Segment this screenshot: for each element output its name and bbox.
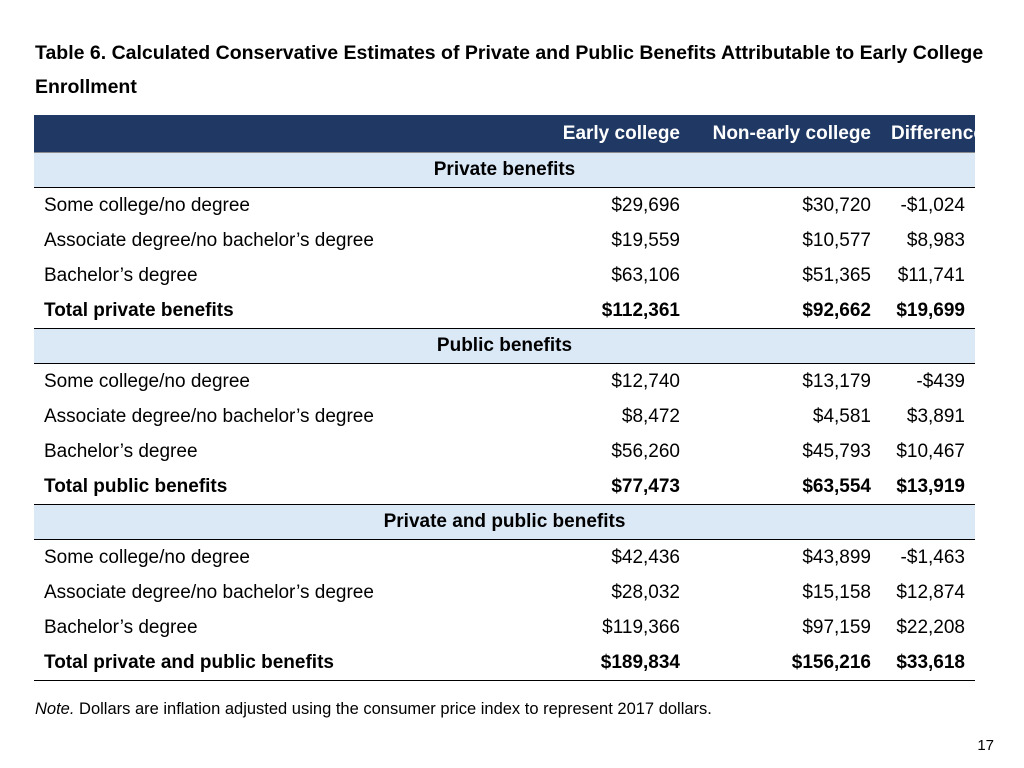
cell-non-early-college: $43,899: [802, 546, 871, 568]
row-label: Some college/no degree: [44, 194, 250, 216]
table-title: Table 6. Calculated Conservative Estimat…: [35, 42, 984, 98]
column-header-label: [34, 115, 510, 153]
row-label: Total private and public benefits: [34, 645, 510, 681]
cell-non-early-college: $156,216: [690, 645, 881, 681]
section-public-benefits: Public benefits Some college/no degree $…: [34, 328, 975, 505]
cell-non-early-college: $97,159: [802, 616, 871, 638]
total-row: Total private and public benefits $189,8…: [34, 645, 975, 681]
benefits-table: Early college Non-early college Differen…: [34, 115, 984, 681]
table-row: Bachelor’s degree $56,260 $45,793 $10,46…: [34, 434, 975, 469]
cell-early-college: $63,106: [611, 264, 680, 286]
row-label: Associate degree/no bachelor’s degree: [44, 581, 374, 603]
note-label: Note.: [35, 700, 75, 718]
cell-early-college: $12,740: [611, 370, 680, 392]
table-row: Associate degree/no bachelor’s degree $1…: [34, 223, 975, 258]
section-heading: Private benefits: [34, 152, 975, 188]
row-label: Associate degree/no bachelor’s degree: [44, 229, 374, 251]
cell-early-college: $8,472: [621, 405, 680, 427]
section-header-row: Private benefits: [34, 152, 975, 188]
cell-early-college: $119,366: [602, 616, 680, 638]
page-number: 17: [977, 737, 994, 754]
column-header-early-college: Early college: [510, 115, 690, 153]
cell-non-early-college: $51,365: [802, 264, 871, 286]
row-label: Bachelor’s degree: [44, 616, 198, 638]
cell-difference: $10,467: [896, 440, 965, 462]
cell-non-early-college: $10,577: [802, 229, 871, 251]
cell-difference: $8,983: [906, 229, 965, 251]
cell-non-early-college: $63,554: [690, 469, 881, 505]
table-row: Associate degree/no bachelor’s degree $2…: [34, 575, 975, 610]
table-row: Some college/no degree $42,436 $43,899 -…: [34, 540, 975, 576]
table-row: Some college/no degree $29,696 $30,720 -…: [34, 188, 975, 224]
cell-early-college: $29,696: [611, 194, 680, 216]
table-row: Bachelor’s degree $119,366 $97,159 $22,2…: [34, 610, 975, 645]
row-label: Bachelor’s degree: [44, 264, 198, 286]
cell-difference: $33,618: [881, 645, 975, 681]
table-row: Some college/no degree $12,740 $13,179 -…: [34, 364, 975, 400]
cell-difference: $11,741: [897, 264, 965, 286]
row-label: Some college/no degree: [44, 546, 250, 568]
table-note: Note. Dollars are inflation adjusted usi…: [35, 700, 712, 719]
cell-early-college: $189,834: [510, 645, 690, 681]
cell-difference: -$1,463: [900, 546, 965, 568]
section-header-row: Public benefits: [34, 328, 975, 364]
total-row: Total public benefits $77,473 $63,554 $1…: [34, 469, 975, 505]
table-row: Bachelor’s degree $63,106 $51,365 $11,74…: [34, 258, 975, 293]
section-heading: Public benefits: [34, 328, 975, 364]
row-label: Some college/no degree: [44, 370, 250, 392]
cell-early-college: $42,436: [611, 546, 680, 568]
cell-early-college: $77,473: [510, 469, 690, 505]
row-label: Associate degree/no bachelor’s degree: [44, 405, 374, 427]
cell-non-early-college: $45,793: [802, 440, 871, 462]
table-row: Associate degree/no bachelor’s degree $8…: [34, 399, 975, 434]
row-label: Bachelor’s degree: [44, 440, 198, 462]
cell-difference: $22,208: [896, 616, 965, 638]
cell-difference: $12,874: [896, 581, 965, 603]
cell-early-college: $19,559: [611, 229, 680, 251]
row-label: Total public benefits: [34, 469, 510, 505]
column-header-difference: Difference: [881, 115, 984, 153]
cell-difference: $19,699: [881, 293, 975, 329]
cell-difference: -$439: [916, 370, 965, 392]
cell-non-early-college: $92,662: [690, 293, 881, 329]
cell-non-early-college: $13,179: [802, 370, 871, 392]
section-heading: Private and public benefits: [34, 504, 975, 540]
total-row: Total private benefits $112,361 $92,662 …: [34, 293, 975, 329]
row-label: Total private benefits: [34, 293, 510, 329]
cell-early-college: $28,032: [611, 581, 680, 603]
table-header-row: Early college Non-early college Differen…: [34, 115, 984, 153]
cell-early-college: $112,361: [510, 293, 690, 329]
section-header-row: Private and public benefits: [34, 504, 975, 540]
cell-difference: $13,919: [881, 469, 975, 505]
cell-non-early-college: $4,581: [812, 405, 871, 427]
section-private-and-public-benefits: Private and public benefits Some college…: [34, 504, 975, 681]
note-text: Dollars are inflation adjusted using the…: [74, 700, 712, 718]
cell-difference: $3,891: [906, 405, 965, 427]
cell-non-early-college: $30,720: [802, 194, 871, 216]
column-header-non-early-college: Non-early college: [690, 115, 881, 153]
cell-difference: -$1,024: [900, 194, 965, 216]
section-private-benefits: Private benefits Some college/no degree …: [34, 152, 975, 329]
cell-early-college: $56,260: [611, 440, 680, 462]
cell-non-early-college: $15,158: [802, 581, 871, 603]
